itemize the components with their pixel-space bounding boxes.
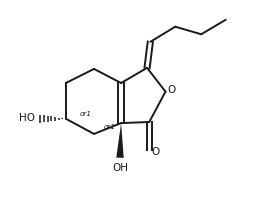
Text: or1: or1 [103,124,115,130]
Text: OH: OH [113,162,128,172]
Text: or1: or1 [80,111,92,117]
Text: O: O [168,85,176,95]
Polygon shape [116,123,124,158]
Text: O: O [151,147,159,157]
Text: HO: HO [19,113,35,123]
